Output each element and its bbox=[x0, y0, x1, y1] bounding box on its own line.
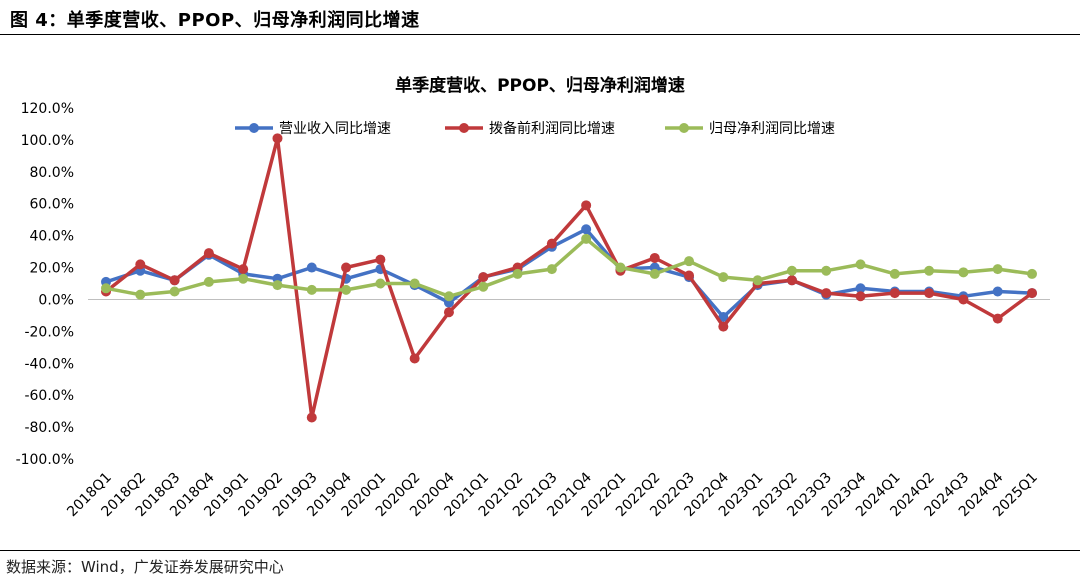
data-point bbox=[615, 262, 626, 273]
series-layer bbox=[101, 133, 1037, 423]
series-line bbox=[105, 237, 1033, 299]
data-point bbox=[169, 286, 180, 297]
data-point bbox=[135, 259, 146, 270]
y-tick-label: 60.0% bbox=[30, 197, 74, 213]
y-tick-label: 40.0% bbox=[30, 229, 74, 245]
data-point bbox=[238, 264, 249, 275]
data-point bbox=[169, 275, 180, 286]
data-point bbox=[821, 288, 832, 299]
data-point bbox=[478, 281, 489, 292]
data-point bbox=[306, 284, 317, 295]
y-tick-label: 120.0% bbox=[21, 101, 74, 117]
y-tick-label: 0.0% bbox=[38, 292, 74, 308]
data-point bbox=[512, 268, 523, 279]
data-point bbox=[855, 259, 866, 270]
data-point bbox=[855, 291, 866, 302]
data-point bbox=[821, 265, 832, 276]
data-point bbox=[992, 264, 1003, 275]
data-point bbox=[375, 278, 386, 289]
legend-label: 归母净利润同比增速 bbox=[709, 120, 835, 137]
legend-marker bbox=[679, 123, 689, 133]
data-point bbox=[581, 200, 592, 211]
data-point bbox=[581, 224, 592, 235]
data-point bbox=[1027, 268, 1037, 279]
y-axis: 120.0% 100.0% 80.0% 60.0% 40.0% 20.0% 0.0% -20.… bbox=[16, 101, 74, 468]
y-tick-label: 80.0% bbox=[30, 165, 74, 181]
y-tick-label: -100.0% bbox=[16, 452, 74, 468]
x-axis: 2018Q12018Q22018Q32018Q42019Q12019Q22019… bbox=[64, 469, 1041, 520]
data-point bbox=[958, 294, 969, 305]
data-point bbox=[581, 233, 592, 244]
data-point bbox=[341, 262, 352, 273]
figure-title: 图 4：单季度营收、PPOP、归母净利润同比增速 bbox=[10, 10, 420, 31]
data-point bbox=[238, 273, 249, 284]
series-line bbox=[104, 136, 1034, 420]
legend-label: 拨备前利润同比增速 bbox=[489, 120, 615, 137]
data-point bbox=[203, 248, 214, 259]
data-point bbox=[409, 353, 420, 364]
data-point bbox=[1027, 288, 1037, 299]
data-point bbox=[718, 321, 729, 332]
data-point bbox=[924, 288, 935, 299]
data-point bbox=[409, 278, 420, 289]
data-point bbox=[924, 265, 935, 276]
data-point bbox=[135, 289, 146, 300]
bottom-rule bbox=[0, 550, 1080, 551]
data-point bbox=[203, 276, 214, 287]
data-point bbox=[786, 265, 797, 276]
data-point bbox=[855, 283, 866, 294]
data-point bbox=[649, 268, 660, 279]
line-chart: 单季度营收、PPOP、归母净利润增速 120.0% 100.0% 80.0% 60.0… bbox=[16, 75, 1050, 520]
data-point bbox=[889, 268, 900, 279]
data-point bbox=[546, 264, 557, 275]
data-point bbox=[272, 280, 283, 291]
data-point bbox=[889, 288, 900, 299]
legend: 营业收入同比增速 拨备前利润同比增速 归母净利润同比增速 bbox=[235, 120, 835, 137]
data-point bbox=[272, 133, 283, 144]
data-point bbox=[649, 252, 660, 263]
y-tick-label: -60.0% bbox=[24, 388, 74, 404]
data-point bbox=[341, 284, 352, 295]
data-point bbox=[992, 286, 1003, 297]
data-point bbox=[718, 312, 729, 323]
data-point bbox=[443, 291, 454, 302]
legend-marker bbox=[249, 123, 259, 133]
data-point bbox=[684, 270, 695, 281]
y-tick-label: 100.0% bbox=[21, 133, 74, 149]
data-point bbox=[786, 275, 797, 286]
y-tick-label: 20.0% bbox=[30, 261, 74, 277]
top-rule bbox=[0, 34, 1080, 35]
data-point bbox=[546, 238, 557, 249]
chart-title: 单季度营收、PPOP、归母净利润增速 bbox=[395, 75, 685, 96]
data-point bbox=[443, 307, 454, 318]
data-point bbox=[684, 256, 695, 267]
y-tick-label: -20.0% bbox=[24, 324, 74, 340]
series-line bbox=[105, 227, 1033, 319]
y-tick-label: -80.0% bbox=[24, 420, 74, 436]
legend-label: 营业收入同比增速 bbox=[279, 121, 391, 137]
data-point bbox=[752, 275, 763, 286]
data-point bbox=[478, 272, 489, 283]
legend-marker bbox=[459, 123, 469, 133]
data-point bbox=[101, 283, 111, 294]
data-point bbox=[992, 313, 1003, 324]
data-point bbox=[306, 412, 317, 423]
data-point bbox=[718, 272, 729, 283]
series-2 bbox=[101, 133, 1037, 423]
data-point bbox=[306, 262, 317, 273]
data-point bbox=[958, 267, 969, 278]
source-note: 数据来源：Wind，广发证券发展研究中心 bbox=[6, 558, 284, 576]
series-3 bbox=[101, 233, 1037, 302]
data-point bbox=[375, 254, 386, 265]
y-tick-label: -40.0% bbox=[24, 356, 74, 372]
